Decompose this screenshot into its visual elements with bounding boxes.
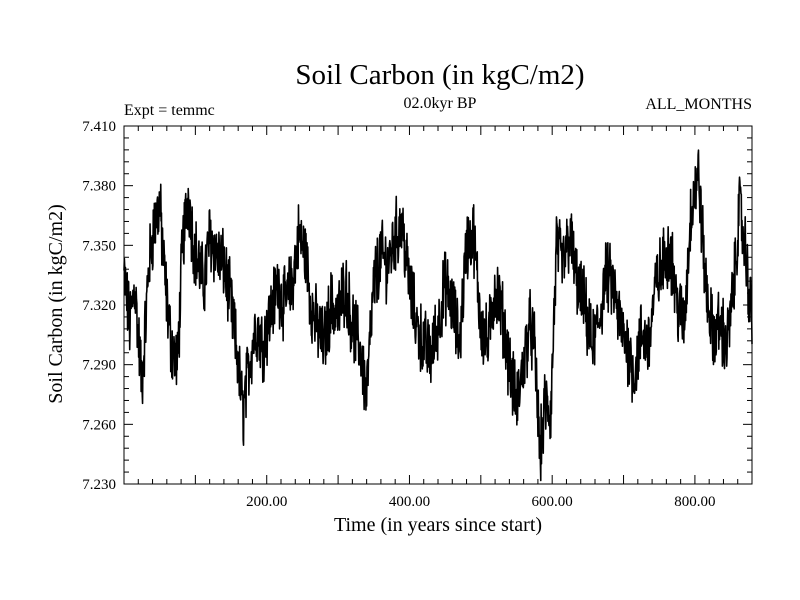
subtitle-period: 02.0kyr BP <box>404 95 477 112</box>
y-tick-label: 7.230 <box>82 477 116 493</box>
plot-frame <box>123 125 753 485</box>
x-tick-label: 600.00 <box>532 494 573 510</box>
subtitle-expt: Expt = temmc <box>124 102 215 119</box>
y-tick-label: 7.320 <box>82 298 116 314</box>
x-tick-label: 800.00 <box>674 494 715 510</box>
y-tick-label: 7.410 <box>82 119 116 135</box>
y-tick-label: 7.290 <box>82 358 116 374</box>
x-tick-label: 400.00 <box>389 494 430 510</box>
y-ticks: 7.230 7.260 7.290 7.320 7.350 7.380 7.410 <box>82 119 752 493</box>
chart-title: Soil Carbon (in kgC/m2) <box>295 59 584 91</box>
x-tick-label: 200.00 <box>246 494 287 510</box>
series-line-0 <box>123 149 753 482</box>
y-tick-label: 7.350 <box>82 238 116 254</box>
y-tick-label: 7.260 <box>82 417 116 433</box>
subtitle-months: ALL_MONTHS <box>645 96 752 113</box>
series-layer <box>123 149 753 482</box>
y-tick-label: 7.380 <box>82 179 116 195</box>
x-ticks: 200.00 400.00 600.00 800.00 <box>137 126 753 510</box>
x-axis-label: Time (in years since start) <box>334 514 542 536</box>
y-axis-label: Soil Carbon (in kgC/m2) <box>45 204 67 403</box>
